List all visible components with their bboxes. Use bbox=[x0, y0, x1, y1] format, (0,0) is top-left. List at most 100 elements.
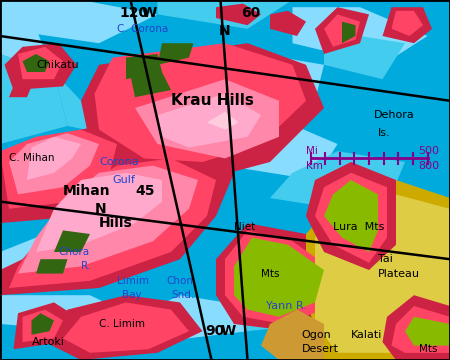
Text: Kalati: Kalati bbox=[351, 330, 382, 340]
Text: Lura  Mts: Lura Mts bbox=[333, 222, 384, 232]
Polygon shape bbox=[234, 238, 324, 317]
Text: Tai: Tai bbox=[378, 254, 393, 264]
Polygon shape bbox=[306, 180, 450, 360]
Polygon shape bbox=[198, 108, 248, 137]
Polygon shape bbox=[94, 43, 306, 162]
Polygon shape bbox=[99, 115, 234, 173]
Text: Snd.: Snd. bbox=[171, 290, 194, 300]
Polygon shape bbox=[27, 137, 81, 180]
Polygon shape bbox=[0, 151, 234, 295]
Polygon shape bbox=[158, 94, 261, 148]
Polygon shape bbox=[36, 173, 162, 252]
Polygon shape bbox=[324, 180, 378, 252]
Polygon shape bbox=[315, 194, 450, 353]
Polygon shape bbox=[135, 295, 248, 342]
Polygon shape bbox=[130, 72, 171, 97]
Polygon shape bbox=[248, 288, 315, 331]
Polygon shape bbox=[324, 14, 360, 47]
Text: 45: 45 bbox=[135, 184, 154, 198]
Text: 60: 60 bbox=[241, 6, 260, 19]
Polygon shape bbox=[9, 158, 216, 288]
Text: Bay: Bay bbox=[122, 290, 141, 300]
Text: Ogon: Ogon bbox=[302, 330, 331, 340]
Text: Mihan: Mihan bbox=[63, 184, 111, 198]
Polygon shape bbox=[54, 230, 90, 252]
Polygon shape bbox=[382, 7, 432, 43]
Text: Dehora: Dehora bbox=[374, 110, 414, 120]
Polygon shape bbox=[0, 54, 68, 144]
Polygon shape bbox=[81, 43, 324, 180]
Polygon shape bbox=[0, 295, 135, 331]
Text: Gulf: Gulf bbox=[112, 175, 135, 185]
Text: Chora: Chora bbox=[58, 247, 90, 257]
Polygon shape bbox=[18, 47, 63, 79]
Text: W: W bbox=[142, 6, 157, 19]
Polygon shape bbox=[0, 0, 158, 43]
Polygon shape bbox=[158, 0, 292, 29]
Polygon shape bbox=[342, 22, 356, 43]
Text: C. Limim: C. Limim bbox=[99, 319, 145, 329]
Polygon shape bbox=[261, 310, 324, 360]
Polygon shape bbox=[405, 317, 450, 346]
Text: N: N bbox=[94, 202, 106, 216]
Text: Corona: Corona bbox=[99, 157, 139, 167]
Polygon shape bbox=[22, 310, 63, 342]
Polygon shape bbox=[382, 295, 450, 360]
Text: 120: 120 bbox=[119, 6, 148, 19]
Polygon shape bbox=[392, 11, 423, 36]
Text: Mts: Mts bbox=[261, 269, 279, 279]
Text: Artoki: Artoki bbox=[32, 337, 64, 347]
Text: C. Corona: C. Corona bbox=[117, 24, 168, 34]
Polygon shape bbox=[63, 302, 189, 353]
Text: C. Mihan: C. Mihan bbox=[9, 153, 54, 163]
Text: Mts: Mts bbox=[418, 344, 437, 354]
Polygon shape bbox=[315, 173, 387, 263]
Polygon shape bbox=[54, 72, 158, 144]
Text: N: N bbox=[218, 24, 230, 37]
Text: 500: 500 bbox=[418, 146, 440, 156]
Polygon shape bbox=[315, 7, 369, 54]
Polygon shape bbox=[9, 133, 99, 194]
Text: R.: R. bbox=[81, 261, 91, 271]
Polygon shape bbox=[0, 126, 135, 223]
Polygon shape bbox=[22, 54, 50, 72]
Polygon shape bbox=[9, 86, 32, 97]
Polygon shape bbox=[0, 130, 117, 209]
Polygon shape bbox=[14, 302, 76, 349]
Polygon shape bbox=[216, 4, 261, 25]
Polygon shape bbox=[270, 11, 306, 36]
Polygon shape bbox=[36, 259, 68, 274]
Text: Mi: Mi bbox=[306, 146, 318, 156]
Polygon shape bbox=[0, 0, 54, 72]
Text: Plateau: Plateau bbox=[378, 269, 420, 279]
Polygon shape bbox=[32, 313, 54, 335]
Polygon shape bbox=[324, 36, 405, 79]
Polygon shape bbox=[135, 79, 279, 158]
Polygon shape bbox=[202, 115, 338, 180]
Polygon shape bbox=[0, 234, 68, 288]
Polygon shape bbox=[45, 295, 202, 360]
Text: Chon: Chon bbox=[166, 276, 194, 286]
Text: Niet: Niet bbox=[234, 222, 255, 232]
Polygon shape bbox=[216, 54, 324, 101]
Text: W: W bbox=[220, 324, 236, 338]
Polygon shape bbox=[4, 43, 76, 90]
Text: 90: 90 bbox=[205, 324, 224, 338]
Text: Desert: Desert bbox=[302, 344, 338, 354]
Polygon shape bbox=[18, 166, 198, 274]
Polygon shape bbox=[270, 151, 405, 216]
Polygon shape bbox=[225, 230, 333, 324]
Text: Chikatu: Chikatu bbox=[36, 60, 79, 70]
Polygon shape bbox=[306, 162, 396, 270]
Text: 800: 800 bbox=[418, 161, 440, 171]
Polygon shape bbox=[158, 43, 194, 65]
Polygon shape bbox=[216, 223, 351, 331]
Polygon shape bbox=[0, 151, 81, 209]
Polygon shape bbox=[207, 112, 238, 130]
Text: Is.: Is. bbox=[378, 128, 391, 138]
Text: Yann R.: Yann R. bbox=[266, 301, 306, 311]
Text: Limim: Limim bbox=[117, 276, 149, 286]
Text: Hills: Hills bbox=[99, 216, 133, 230]
Text: Krau Hills: Krau Hills bbox=[171, 93, 254, 108]
Polygon shape bbox=[126, 54, 162, 79]
